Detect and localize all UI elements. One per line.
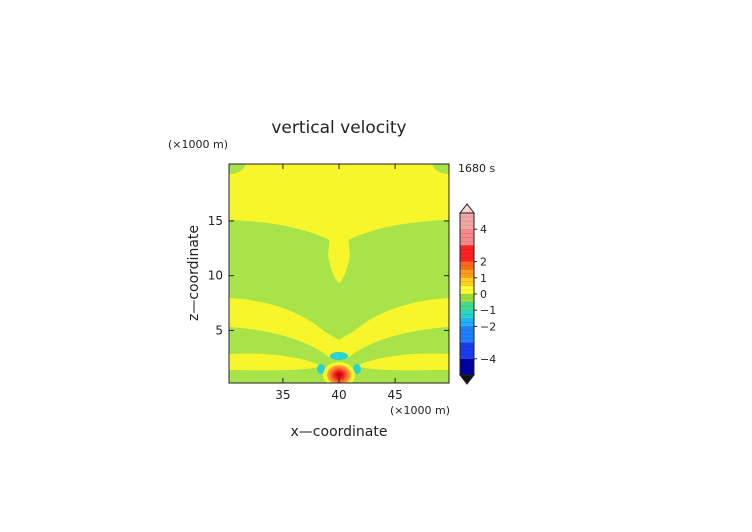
x-unit-label: (×1000 m) (390, 404, 450, 417)
colorbar-band (460, 358, 474, 375)
colorbar-band (460, 318, 474, 327)
colorbar-band (460, 302, 474, 311)
colorbar-tick-label: 0 (480, 288, 487, 301)
field-positive-upper-cell (328, 228, 350, 283)
colorbar-tick-label: 1 (480, 272, 487, 285)
field-cyan-left-flank (317, 364, 325, 374)
y-tick-label: 15 (208, 214, 223, 228)
colorbar-tick-label: −2 (480, 320, 496, 333)
colorbar: 4 2 1 0 −1 −2 −4 (458, 203, 496, 385)
field-cyan-cap (330, 352, 348, 360)
x-tick-label: 40 (331, 388, 346, 402)
colorbar-tick-label: 2 (480, 256, 487, 269)
field-positive-low-left (229, 353, 322, 371)
colorbar-band (460, 294, 474, 303)
field-updraft-core (327, 365, 351, 383)
colorbar-band (460, 261, 474, 270)
x-tick-label: 35 (275, 388, 290, 402)
x-axis-label: x—coordinate (291, 424, 388, 440)
chart-title: vertical velocity (271, 118, 406, 138)
y-unit-label: (×1000 m) (168, 138, 228, 151)
colorbar-band (460, 326, 474, 343)
x-tick-label: 45 (387, 388, 402, 402)
y-axis-label: z—coordinate (186, 225, 202, 321)
colorbar-band (460, 342, 474, 359)
colorbar-band (460, 269, 474, 278)
colorbar-bottom-arrow (458, 374, 476, 385)
colorbar-band (460, 310, 474, 319)
colorbar-tick-label: 4 (480, 223, 487, 236)
colorbar-top-arrow (458, 203, 476, 214)
colorbar-band (460, 285, 474, 294)
field-positive-right-arm (353, 298, 449, 334)
colorbar-tick-label: −4 (480, 353, 496, 366)
colorbar-band (460, 277, 474, 286)
plot-axes: 35 40 45 5 10 15 (208, 163, 450, 402)
field-positive-low-right (356, 353, 449, 371)
colorbar-band (460, 245, 474, 262)
colorbar-band (460, 213, 474, 230)
time-label: 1680 s (458, 162, 495, 175)
field-negative-corner-right (432, 164, 449, 174)
colorbar-tick-label: −1 (480, 304, 496, 317)
y-tick-label: 5 (215, 323, 223, 337)
field-positive-left-arm (229, 298, 325, 334)
field-cyan-right-flank (353, 364, 361, 374)
velocity-field (229, 164, 449, 383)
field-negative-corner-left (229, 164, 246, 174)
colorbar-band (460, 229, 474, 246)
y-tick-label: 10 (208, 269, 223, 283)
